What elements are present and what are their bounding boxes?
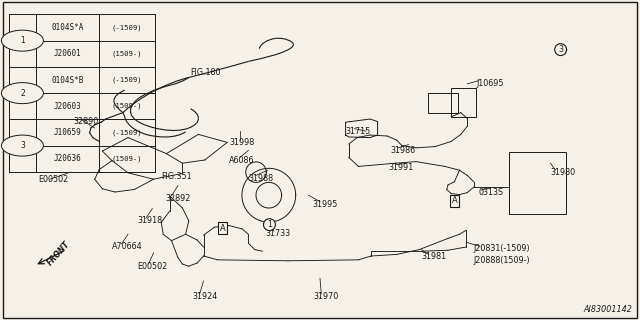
Text: 31988: 31988 (248, 174, 273, 183)
Text: A: A (220, 224, 225, 233)
Text: J20603: J20603 (53, 102, 81, 111)
Text: A70664: A70664 (112, 242, 143, 251)
Text: 31981: 31981 (421, 252, 446, 261)
Text: (1509-): (1509-) (111, 156, 142, 162)
Bar (509, 152, 566, 214)
Text: 1: 1 (267, 220, 272, 229)
Circle shape (1, 30, 44, 51)
Text: 31924: 31924 (192, 292, 217, 301)
Text: 31970: 31970 (314, 292, 339, 301)
Text: (-1509): (-1509) (111, 129, 142, 136)
Text: 31980: 31980 (550, 168, 575, 177)
Text: 31715: 31715 (346, 127, 371, 136)
Text: (-1509): (-1509) (111, 24, 142, 31)
Bar (428, 93, 458, 113)
Text: A: A (452, 196, 457, 205)
Text: A6086: A6086 (229, 156, 255, 164)
Circle shape (1, 83, 44, 104)
Text: 3: 3 (20, 141, 25, 150)
Text: J20831(-1509): J20831(-1509) (474, 244, 530, 253)
Text: 32892: 32892 (165, 194, 191, 203)
Bar (451, 88, 476, 117)
Text: 0104S*A: 0104S*A (51, 23, 83, 32)
Text: 32890: 32890 (74, 117, 99, 126)
Text: 31986: 31986 (390, 146, 415, 155)
Text: (-1509): (-1509) (111, 77, 142, 83)
Text: (1509-): (1509-) (111, 51, 142, 57)
Text: 31991: 31991 (388, 163, 413, 172)
Text: 31733: 31733 (266, 229, 291, 238)
Text: (1509-): (1509-) (111, 103, 142, 109)
Text: 3: 3 (558, 45, 563, 54)
Text: FIG.351: FIG.351 (161, 172, 192, 180)
Text: 31918: 31918 (138, 216, 163, 225)
Text: J10659: J10659 (53, 128, 81, 137)
Text: 31995: 31995 (312, 200, 338, 209)
Text: FIG.180: FIG.180 (191, 68, 221, 76)
Text: 1: 1 (20, 36, 25, 45)
Text: 0313S: 0313S (479, 188, 504, 197)
Text: AI83001142: AI83001142 (584, 305, 632, 314)
Text: J10695: J10695 (477, 79, 504, 88)
Circle shape (1, 135, 44, 156)
Text: J20601: J20601 (53, 49, 81, 58)
Text: J20636: J20636 (53, 154, 81, 163)
Text: J20888(1509-): J20888(1509-) (474, 256, 530, 265)
Text: 2: 2 (20, 89, 25, 98)
Text: E00502: E00502 (138, 262, 168, 271)
Text: 0104S*B: 0104S*B (51, 76, 83, 84)
Text: E00502: E00502 (38, 175, 68, 184)
Text: 31998: 31998 (229, 138, 254, 147)
Text: FRONT: FRONT (45, 240, 72, 267)
